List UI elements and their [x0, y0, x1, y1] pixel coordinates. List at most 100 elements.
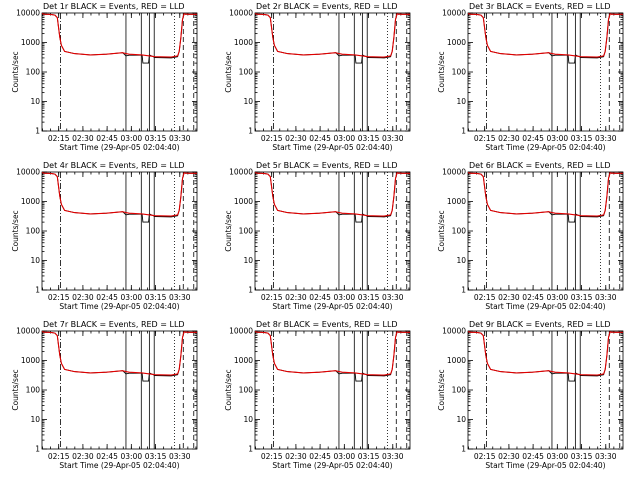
y-tick-label: 1 [248, 445, 253, 454]
y-tick-label: 1 [35, 445, 40, 454]
x-tick-label: 03:00 [334, 134, 356, 143]
y-tick-label: 1000 [447, 356, 466, 365]
y-axis-title: Counts/sec [11, 210, 20, 251]
x-axis-title: Start Time (29-Apr-05 02:04:40) [485, 461, 605, 470]
y-tick-label: 10 [30, 256, 40, 265]
panel-title: Det 7r BLACK = Events, RED = LLD [43, 320, 185, 329]
x-tick-label: 02:15 [474, 293, 496, 302]
x-tick-label: 02:15 [48, 134, 70, 143]
x-tick-label: 02:30 [72, 293, 94, 302]
y-axis-title: Counts/sec [437, 210, 446, 251]
x-tick-label: 02:30 [285, 293, 307, 302]
x-tick-label: 03:00 [547, 452, 569, 461]
x-axis-title: Start Time (29-Apr-05 02:04:40) [59, 461, 179, 470]
x-tick-label: 02:45 [522, 452, 544, 461]
x-tick-label: 02:30 [285, 134, 307, 143]
x-axis-title: Start Time (29-Apr-05 02:04:40) [272, 302, 392, 311]
y-tick-label: 10000 [442, 327, 466, 336]
x-tick-label: 03:15 [571, 134, 593, 143]
y-tick-label: 10 [243, 256, 253, 265]
panel-title: Det 8r BLACK = Events, RED = LLD [256, 320, 398, 329]
panel-title: Det 4r BLACK = Events, RED = LLD [43, 161, 185, 170]
y-tick-label: 1 [35, 286, 40, 295]
y-tick-label: 10 [243, 415, 253, 424]
x-tick-label: 03:30 [169, 293, 191, 302]
x-tick-label: 03:30 [595, 452, 617, 461]
y-tick-label: 1 [461, 286, 466, 295]
y-tick-label: 100 [452, 227, 467, 236]
panel-det-4: Det 4r BLACK = Events, RED = LLD 1 10 100 10… [11, 161, 198, 311]
x-tick-label: 03:00 [121, 452, 143, 461]
panel-det-8: Det 8r BLACK = Events, RED = LLD 1 10 100 10… [224, 320, 411, 470]
panel-title: Det 5r BLACK = Events, RED = LLD [256, 161, 398, 170]
y-tick-label: 1000 [234, 356, 253, 365]
panel-det-2: Det 2r BLACK = Events, RED = LLD 1 10 100 10… [224, 2, 411, 152]
series-lld [254, 171, 410, 217]
x-tick-label: 03:00 [547, 293, 569, 302]
x-tick-label: 03:30 [169, 452, 191, 461]
x-tick-label: 02:15 [261, 293, 283, 302]
series-lld [467, 171, 623, 217]
y-tick-label: 100 [239, 386, 254, 395]
x-axis-title: Start Time (29-Apr-05 02:04:40) [485, 143, 605, 152]
series-lld [254, 12, 410, 58]
y-tick-label: 10 [456, 415, 466, 424]
x-tick-label: 03:15 [571, 293, 593, 302]
x-tick-label: 03:15 [358, 134, 380, 143]
x-tick-label: 02:30 [498, 452, 520, 461]
x-tick-label: 02:15 [474, 452, 496, 461]
panel-det-9: Det 9r BLACK = Events, RED = LLD 1 10 100 10… [437, 320, 624, 470]
x-tick-label: 02:45 [96, 293, 118, 302]
y-axis-title: Counts/sec [437, 369, 446, 410]
x-tick-label: 02:45 [309, 134, 331, 143]
x-tick-label: 03:30 [169, 134, 191, 143]
x-tick-label: 02:45 [96, 452, 118, 461]
y-tick-label: 1 [248, 127, 253, 136]
y-tick-label: 10000 [229, 9, 253, 18]
y-axis-title: Counts/sec [224, 51, 233, 92]
y-axis-title: Counts/sec [11, 369, 20, 410]
x-tick-label: 03:15 [145, 134, 167, 143]
x-tick-label: 02:30 [498, 293, 520, 302]
panel-det-6: Det 6r BLACK = Events, RED = LLD 1 10 100 10… [437, 161, 624, 311]
y-tick-label: 1000 [21, 197, 40, 206]
y-tick-label: 1000 [447, 38, 466, 47]
y-tick-label: 100 [26, 227, 41, 236]
x-tick-label: 03:15 [358, 293, 380, 302]
series-lld [41, 330, 197, 376]
x-axis-title: Start Time (29-Apr-05 02:04:40) [59, 302, 179, 311]
y-tick-label: 1 [248, 286, 253, 295]
x-tick-label: 03:15 [145, 452, 167, 461]
panel-title: Det 9r BLACK = Events, RED = LLD [469, 320, 611, 329]
y-tick-label: 10000 [16, 9, 40, 18]
y-tick-label: 10000 [442, 168, 466, 177]
x-tick-label: 03:30 [382, 452, 404, 461]
x-tick-label: 03:15 [358, 452, 380, 461]
y-tick-label: 100 [452, 386, 467, 395]
x-tick-label: 03:00 [334, 293, 356, 302]
y-axis-title: Counts/sec [224, 369, 233, 410]
x-tick-label: 03:30 [382, 134, 404, 143]
x-tick-label: 02:45 [309, 452, 331, 461]
x-tick-label: 02:15 [261, 452, 283, 461]
y-tick-label: 100 [452, 68, 467, 77]
y-tick-label: 1000 [21, 38, 40, 47]
panel-title: Det 6r BLACK = Events, RED = LLD [469, 161, 611, 170]
series-lld [41, 12, 197, 58]
x-tick-label: 03:15 [145, 293, 167, 302]
panel-det-5: Det 5r BLACK = Events, RED = LLD 1 10 100 10… [224, 161, 411, 311]
panel-det-3: Det 3r BLACK = Events, RED = LLD 1 10 100 10… [437, 2, 624, 152]
x-tick-label: 03:00 [121, 293, 143, 302]
x-axis-title: Start Time (29-Apr-05 02:04:40) [59, 143, 179, 152]
x-tick-label: 02:15 [261, 134, 283, 143]
y-tick-label: 10000 [229, 168, 253, 177]
y-tick-label: 1000 [447, 197, 466, 206]
x-tick-label: 02:15 [48, 452, 70, 461]
y-axis-title: Counts/sec [11, 51, 20, 92]
y-tick-label: 100 [239, 68, 254, 77]
x-tick-label: 02:45 [96, 134, 118, 143]
y-tick-label: 1 [461, 445, 466, 454]
x-tick-label: 03:00 [334, 452, 356, 461]
